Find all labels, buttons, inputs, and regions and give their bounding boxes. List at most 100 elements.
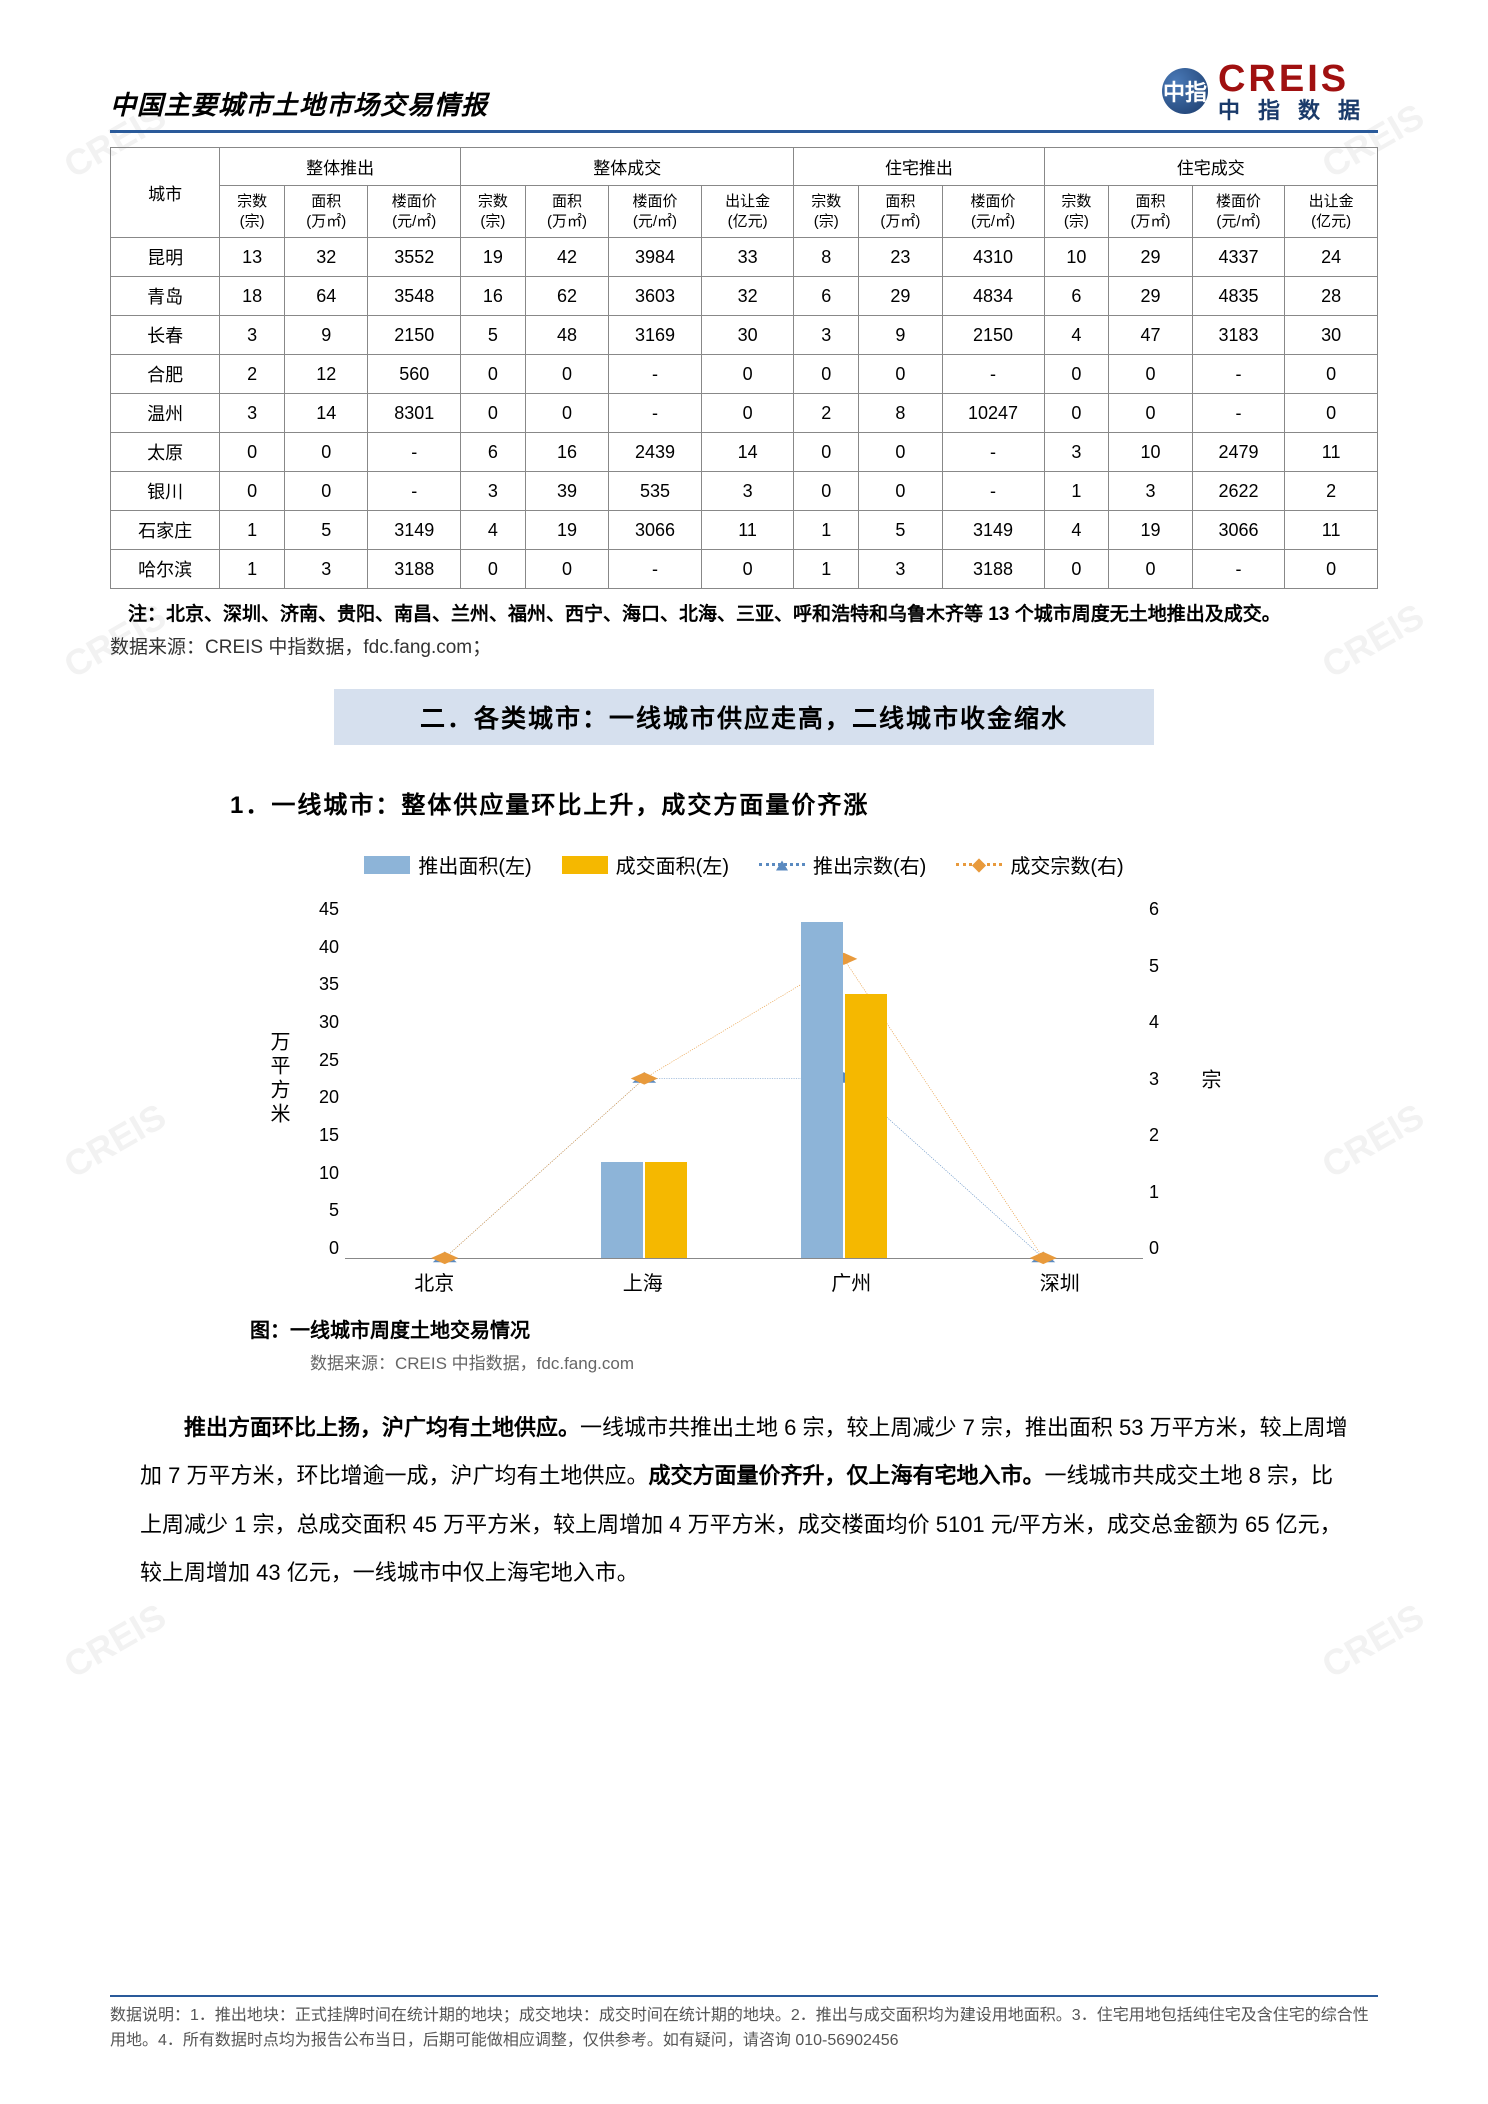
data-cell: 0	[1044, 355, 1109, 394]
x-tick: 深圳	[956, 1259, 1165, 1296]
data-cell: 16	[525, 433, 608, 472]
data-cell: 3	[794, 316, 859, 355]
data-cell: 3169	[609, 316, 702, 355]
data-cell: 12	[285, 355, 368, 394]
city-cell: 石家庄	[111, 511, 220, 550]
data-cell: 0	[285, 472, 368, 511]
chart-caption: 图：一线城市周度土地交易情况	[250, 1314, 1378, 1343]
data-cell: 3149	[368, 511, 461, 550]
sub-header: 宗数(宗)	[794, 186, 859, 238]
data-cell: 3	[461, 472, 526, 511]
data-cell: -	[942, 472, 1044, 511]
x-tick: 北京	[330, 1259, 539, 1296]
data-cell: 5	[285, 511, 368, 550]
city-cell: 青岛	[111, 277, 220, 316]
data-cell: 4337	[1192, 238, 1285, 277]
data-cell: 6	[461, 433, 526, 472]
data-cell: 0	[1109, 394, 1192, 433]
data-cell: 13	[220, 238, 285, 277]
data-cell: 62	[525, 277, 608, 316]
data-cell: -	[368, 472, 461, 511]
data-cell: 5	[461, 316, 526, 355]
data-cell: 10	[1109, 433, 1192, 472]
data-cell: 33	[701, 238, 794, 277]
data-cell: 3188	[942, 550, 1044, 589]
table-note: 注：北京、深圳、济南、贵阳、南昌、兰州、福州、西宁、海口、北海、三亚、呼和浩特和…	[128, 599, 1378, 626]
data-cell: 24	[1285, 238, 1378, 277]
city-cell: 温州	[111, 394, 220, 433]
data-cell: 29	[1109, 277, 1192, 316]
data-cell: 18	[220, 277, 285, 316]
data-cell: 14	[285, 394, 368, 433]
data-cell: 1	[794, 550, 859, 589]
data-cell: 2150	[942, 316, 1044, 355]
chart-legend: 推出面积(左) 成交面积(左) 推出宗数(右) 成交宗数(右)	[264, 850, 1224, 879]
data-cell: 39	[525, 472, 608, 511]
land-market-table: 城市 整体推出 整体成交 住宅推出 住宅成交 宗数(宗)面积(万㎡)楼面价(元/…	[110, 147, 1378, 589]
data-cell: 4	[461, 511, 526, 550]
sub-header: 面积(万㎡)	[1109, 186, 1192, 238]
data-cell: 0	[461, 355, 526, 394]
data-cell: 0	[701, 355, 794, 394]
data-cell: 0	[1044, 550, 1109, 589]
data-cell: 2	[794, 394, 859, 433]
col-city: 城市	[111, 148, 220, 238]
sub-header: 出让金(亿元)	[701, 186, 794, 238]
data-cell: 3548	[368, 277, 461, 316]
table-row: 太原00-61624391400-310247911	[111, 433, 1378, 472]
data-cell: 0	[525, 550, 608, 589]
data-cell: 2479	[1192, 433, 1285, 472]
doc-title: 中国主要城市土地市场交易情报	[110, 85, 488, 122]
data-cell: 3984	[609, 238, 702, 277]
data-cell: 1	[220, 511, 285, 550]
data-cell: 1	[1044, 472, 1109, 511]
data-cell: 0	[1285, 394, 1378, 433]
data-cell: 5	[859, 511, 942, 550]
sub-header: 宗数(宗)	[1044, 186, 1109, 238]
data-cell: 2	[220, 355, 285, 394]
data-cell: 14	[701, 433, 794, 472]
table-row: 银川00-339535300-1326222	[111, 472, 1378, 511]
data-cell: 19	[525, 511, 608, 550]
x-tick: 上海	[539, 1259, 748, 1296]
data-cell: 2	[1285, 472, 1378, 511]
data-cell: -	[368, 433, 461, 472]
data-cell: 9	[285, 316, 368, 355]
logo-en-text: CREIS	[1218, 60, 1378, 98]
data-cell: 9	[859, 316, 942, 355]
col-group-4: 住宅成交	[1044, 148, 1378, 186]
sub-header: 宗数(宗)	[461, 186, 526, 238]
data-cell: 8	[794, 238, 859, 277]
data-cell: 0	[859, 433, 942, 472]
data-cell: 3	[859, 550, 942, 589]
data-cell: 3183	[1192, 316, 1285, 355]
data-cell: 0	[859, 355, 942, 394]
section-2-sub: 1．一线城市：整体供应量环比上升，成交方面量价齐涨	[230, 785, 1378, 820]
data-cell: 0	[285, 433, 368, 472]
data-cell: 0	[859, 472, 942, 511]
brand-logo: 中指 CREIS 中指数据	[1162, 60, 1378, 122]
data-cell: 47	[1109, 316, 1192, 355]
sub-header: 楼面价(元/㎡)	[1192, 186, 1285, 238]
city-cell: 长春	[111, 316, 220, 355]
tier1-chart: 推出面积(左) 成交面积(左) 推出宗数(右) 成交宗数(右) 万平方米 454…	[264, 850, 1224, 1296]
data-cell: 1	[220, 550, 285, 589]
data-cell: 4	[1044, 316, 1109, 355]
data-cell: 0	[701, 550, 794, 589]
data-cell: 0	[794, 472, 859, 511]
col-group-3: 住宅推出	[794, 148, 1044, 186]
data-cell: 2439	[609, 433, 702, 472]
x-tick: 广州	[747, 1259, 956, 1296]
data-cell: 0	[461, 394, 526, 433]
data-cell: 0	[525, 394, 608, 433]
data-cell: -	[1192, 550, 1285, 589]
data-cell: -	[609, 355, 702, 394]
table-row: 石家庄153149419306611153149419306611	[111, 511, 1378, 550]
data-cell: 3	[220, 394, 285, 433]
legend-line1: 推出宗数(右)	[813, 850, 926, 879]
table-row: 合肥21256000-000-00-0	[111, 355, 1378, 394]
data-cell: 0	[1109, 355, 1192, 394]
data-cell: -	[609, 394, 702, 433]
data-cell: 3066	[609, 511, 702, 550]
data-cell: 2150	[368, 316, 461, 355]
